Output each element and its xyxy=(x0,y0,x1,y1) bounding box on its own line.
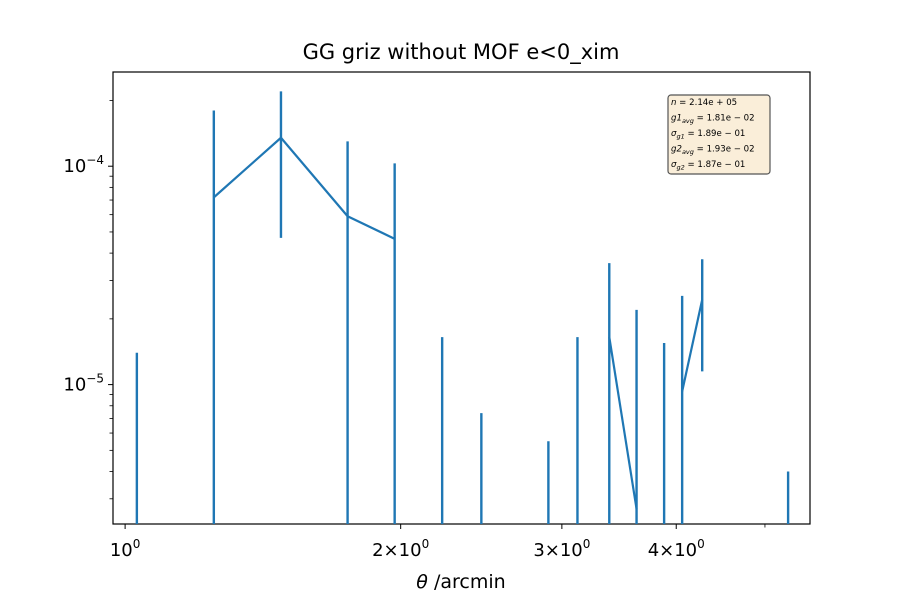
x-tick-label: 100 xyxy=(110,537,141,561)
x-tick-label: 2×100 xyxy=(372,537,429,561)
y-tick-label: 10−4 xyxy=(63,153,104,177)
series-line-segment xyxy=(608,336,638,509)
annotation-line: σg2 = 1.87e − 01 xyxy=(671,160,745,172)
annotation-line: g2avg = 1.93e − 02 xyxy=(671,145,755,157)
x-tick-label: 4×100 xyxy=(648,537,705,561)
series-line-segment xyxy=(681,299,704,392)
series-lines xyxy=(213,136,704,509)
y-axis-ticks: 10−5 10−4 xyxy=(63,153,113,396)
x-axis-label-text: /arcmin xyxy=(428,571,506,593)
minor-tick-marks xyxy=(109,100,766,528)
error-bars xyxy=(135,91,790,524)
x-axis-label-symbol: θ xyxy=(416,571,428,593)
x-tick-label: 3×100 xyxy=(533,537,590,561)
x-axis-ticks: 100 2×100 3×100 4×100 xyxy=(110,524,705,561)
series-line-segment xyxy=(213,136,396,240)
x-axis-label: θ /arcmin xyxy=(416,571,505,593)
annotation-line: σg1 = 1.89e − 01 xyxy=(671,129,745,141)
annotation-line: n = 2.14e + 05 xyxy=(671,98,737,108)
y-tick-label: 10−5 xyxy=(63,372,104,396)
stats-annotation-box: n = 2.14e + 05 g1avg = 1.81e − 02 σg1 = 1.… xyxy=(667,94,771,175)
annotation-line: g1avg = 1.81e − 02 xyxy=(671,114,755,126)
chart-title: GG griz without MOF e<0_xim xyxy=(303,40,620,65)
